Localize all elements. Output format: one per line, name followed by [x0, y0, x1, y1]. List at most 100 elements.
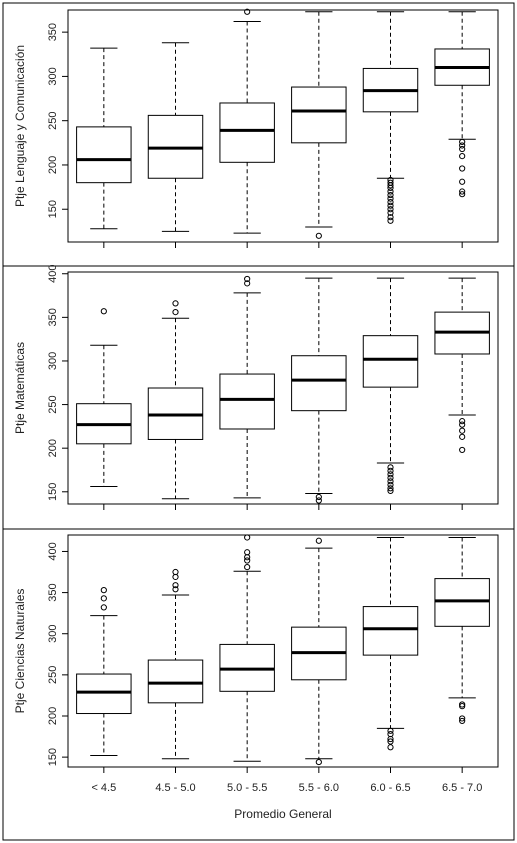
y-tick-label: 150 [47, 748, 59, 766]
outlier-point [387, 471, 394, 478]
outlier-point [459, 703, 466, 710]
outlier-point [244, 534, 251, 541]
outlier-point [459, 165, 466, 172]
outlier-point [387, 727, 394, 734]
outlier-point [315, 497, 322, 504]
outlier-point [315, 758, 322, 766]
y-tick-label: 300 [47, 625, 59, 643]
boxes-lenguaje [76, 8, 490, 239]
outlier-point [387, 202, 394, 209]
outlier-point [387, 191, 394, 199]
outlier-point [315, 232, 322, 239]
outlier-point [459, 191, 466, 198]
outlier-point [387, 182, 394, 189]
outlier-point [387, 209, 394, 216]
outlier-point [100, 587, 107, 594]
outlier-point [172, 586, 179, 593]
box-iqr [362, 335, 419, 388]
outlier-point [244, 557, 251, 564]
outlier-point [459, 446, 466, 454]
panel-border-ciencias [2, 528, 515, 841]
outlier-point [387, 487, 394, 495]
x-tick-label: 5.0 - 5.5 [227, 782, 267, 794]
outlier-point [459, 142, 466, 149]
outlier-point [315, 493, 322, 501]
outlier-point [244, 280, 251, 287]
x-tick-label: < 4.5 [91, 782, 116, 794]
box-iqr [76, 673, 132, 715]
x-tick-label: 6.5 - 7.0 [442, 782, 482, 794]
outlier-point [244, 549, 251, 556]
outlier-point [387, 481, 394, 488]
y-tick-label: 150 [47, 200, 59, 218]
outlier-point [244, 554, 251, 561]
plot-area-ciencias [67, 534, 499, 768]
outlier-point [387, 738, 394, 745]
outlier-point [459, 433, 466, 440]
y-tick-label: 300 [47, 352, 59, 370]
outlier-point [100, 604, 107, 611]
box-iqr [76, 126, 132, 184]
outlier-point [315, 537, 322, 544]
outlier-point [387, 188, 394, 195]
x-tick-label: 6.0 - 6.5 [370, 782, 410, 794]
box-iqr [147, 659, 204, 704]
outlier-point [244, 275, 251, 283]
outlier-point [459, 418, 466, 425]
panel-lenguaje: Ptje Lenguaje y Comunicación 150 200 250 30… [2, 2, 515, 267]
outlier-point [100, 595, 107, 602]
panel-ciencias: Ptje Ciencias Naturales Promedio General… [2, 528, 515, 841]
outlier-point [387, 485, 394, 492]
y-tick-label: 400 [47, 542, 59, 560]
y-tick-label: 400 [47, 265, 59, 283]
x-tick-label: 4.5 - 5.0 [155, 782, 195, 794]
outlier-point [387, 206, 394, 213]
y-axis-label-ciencias: Ptje Ciencias Naturales [13, 589, 27, 714]
boxes-matematicas [76, 275, 490, 504]
y-tick-label: 350 [47, 308, 59, 326]
box-iqr [434, 578, 490, 627]
outlier-point [459, 421, 466, 428]
y-tick-label: 350 [47, 23, 59, 41]
outlier-point [459, 188, 466, 195]
outlier-point [387, 478, 394, 485]
y-tick-label: 150 [47, 483, 59, 501]
boxes-ciencias [76, 534, 490, 766]
outlier-point [387, 214, 394, 221]
outlier-point [459, 138, 466, 146]
outlier-point [459, 427, 466, 434]
plot-area-lenguaje [67, 9, 499, 243]
outlier-point [244, 563, 251, 571]
y-tick-label: 200 [47, 156, 59, 174]
outlier-point [387, 744, 394, 751]
outlier-point [387, 730, 394, 738]
y-tick-label: 200 [47, 439, 59, 457]
outlier-point [387, 474, 394, 481]
y-tick-label: 200 [47, 707, 59, 725]
outlier-point [387, 464, 394, 471]
outlier-point [459, 717, 466, 725]
outlier-point [244, 8, 251, 15]
outlier-point [387, 184, 394, 192]
outlier-point [459, 715, 466, 722]
panel-matematicas: Ptje Matemáticas 150 200 250 300 350 400 [2, 265, 515, 530]
x-axis-label: Promedio General [234, 807, 331, 821]
box-iqr [219, 102, 275, 163]
y-axis-label-lenguaje: Ptje Lenguaje y Comunicación [13, 45, 27, 207]
y-tick-label: 300 [47, 67, 59, 85]
box-iqr [362, 606, 419, 656]
outlier-point [387, 735, 394, 743]
box-iqr [219, 373, 275, 430]
outlier-point [172, 568, 179, 576]
outlier-point [387, 199, 394, 206]
outlier-point [459, 178, 466, 185]
outlier-point [172, 573, 179, 581]
y-tick-label: 250 [47, 112, 59, 130]
outlier-point [172, 309, 179, 316]
plot-area-matematicas [67, 271, 499, 505]
x-tick-label: 5.5 - 6.0 [299, 782, 339, 794]
outlier-point [100, 308, 107, 315]
y-tick-label: 250 [47, 666, 59, 684]
outlier-point [172, 300, 179, 307]
